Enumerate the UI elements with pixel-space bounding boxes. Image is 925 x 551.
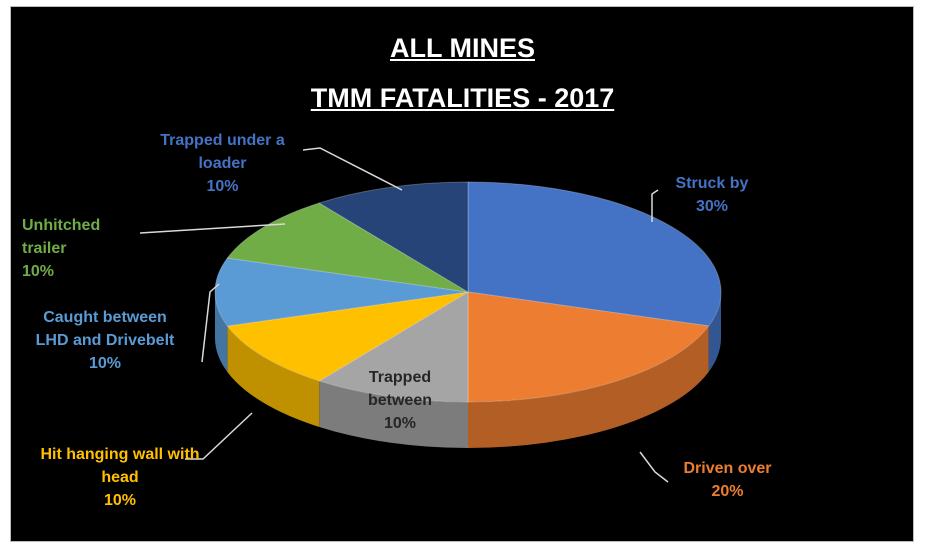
pie-slice (214, 257, 469, 327)
pie-slice (467, 181, 722, 327)
leader-line (201, 283, 220, 363)
data-label-value: 20% (711, 483, 744, 500)
data-label: Unhitched trailer 10% (22, 214, 132, 283)
leader-line (639, 451, 669, 483)
pie-slice (467, 291, 710, 403)
data-label: Driven over 20% (665, 457, 790, 503)
data-label: Trapped under a loader 10% (135, 129, 310, 198)
chart-title: ALL MINES (389, 33, 535, 63)
data-label: Trapped between 10% (345, 366, 455, 435)
data-label-name: Trapped under a loader (160, 132, 285, 172)
leader-line (302, 147, 403, 191)
data-label-name: Driven over (683, 460, 772, 477)
data-label-name: Hit hanging wall with head (40, 446, 200, 486)
slice-side (468, 325, 709, 448)
data-label-value: 10% (103, 492, 137, 509)
pie-slice (318, 181, 469, 293)
leader-line (651, 189, 659, 222)
data-label-name: Trapped between (367, 369, 432, 409)
pie-slice (226, 202, 469, 293)
pie-slice (226, 291, 469, 382)
slice-side (227, 325, 320, 427)
data-label-value: 10% (383, 415, 417, 432)
leader-line (139, 223, 286, 234)
data-label-value: 10% (88, 355, 122, 372)
data-label-value: 10% (22, 263, 55, 280)
data-label-name: Struck by (675, 175, 749, 192)
data-label-name: Unhitched trailer (22, 217, 101, 257)
leader-line (185, 412, 253, 460)
chart-title: TMM FATALITIES - 2017 (310, 83, 615, 113)
pie-slice (318, 291, 469, 403)
data-label-name: Caught between LHD and Drivebelt (35, 309, 175, 349)
data-label-value: 30% (695, 198, 729, 215)
data-label: Hit hanging wall with head 10% (40, 443, 200, 512)
slice-side (215, 292, 228, 372)
data-label-value: 10% (206, 178, 239, 195)
data-label: Struck by 30% (652, 172, 772, 218)
slice-side (319, 380, 468, 448)
data-label: Caught between LHD and Drivebelt 10% (30, 306, 180, 375)
slice-side (708, 292, 721, 372)
